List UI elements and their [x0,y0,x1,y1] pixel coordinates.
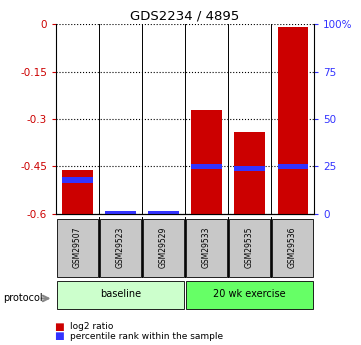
Text: ■: ■ [54,322,64,332]
Bar [235,166,265,171]
FancyBboxPatch shape [143,219,184,277]
Text: 20 wk exercise: 20 wk exercise [213,289,286,299]
Text: percentile rank within the sample: percentile rank within the sample [70,332,223,341]
Bar [235,132,265,214]
FancyBboxPatch shape [57,219,98,277]
Bar [191,164,222,169]
Text: GSM29523: GSM29523 [116,227,125,268]
Title: GDS2234 / 4895: GDS2234 / 4895 [130,10,240,23]
FancyBboxPatch shape [186,281,313,309]
Bar [105,211,135,214]
FancyBboxPatch shape [57,281,184,309]
Text: GSM29529: GSM29529 [159,227,168,268]
Bar [105,211,135,217]
FancyBboxPatch shape [229,219,270,277]
Text: protocol: protocol [4,294,43,303]
Bar [278,164,308,169]
Bar [148,211,179,217]
Text: GSM29536: GSM29536 [288,227,297,268]
Text: log2 ratio: log2 ratio [70,322,114,331]
FancyBboxPatch shape [100,219,142,277]
Bar [191,110,222,214]
FancyBboxPatch shape [272,219,313,277]
Bar [62,177,92,183]
Bar [62,170,92,214]
FancyBboxPatch shape [186,219,227,277]
Text: GSM29507: GSM29507 [73,227,82,268]
Text: baseline: baseline [100,289,141,299]
Text: GSM29535: GSM29535 [245,227,254,268]
Bar [148,211,179,214]
Text: GSM29533: GSM29533 [202,227,211,268]
Text: ■: ■ [54,332,64,341]
Bar [278,27,308,214]
